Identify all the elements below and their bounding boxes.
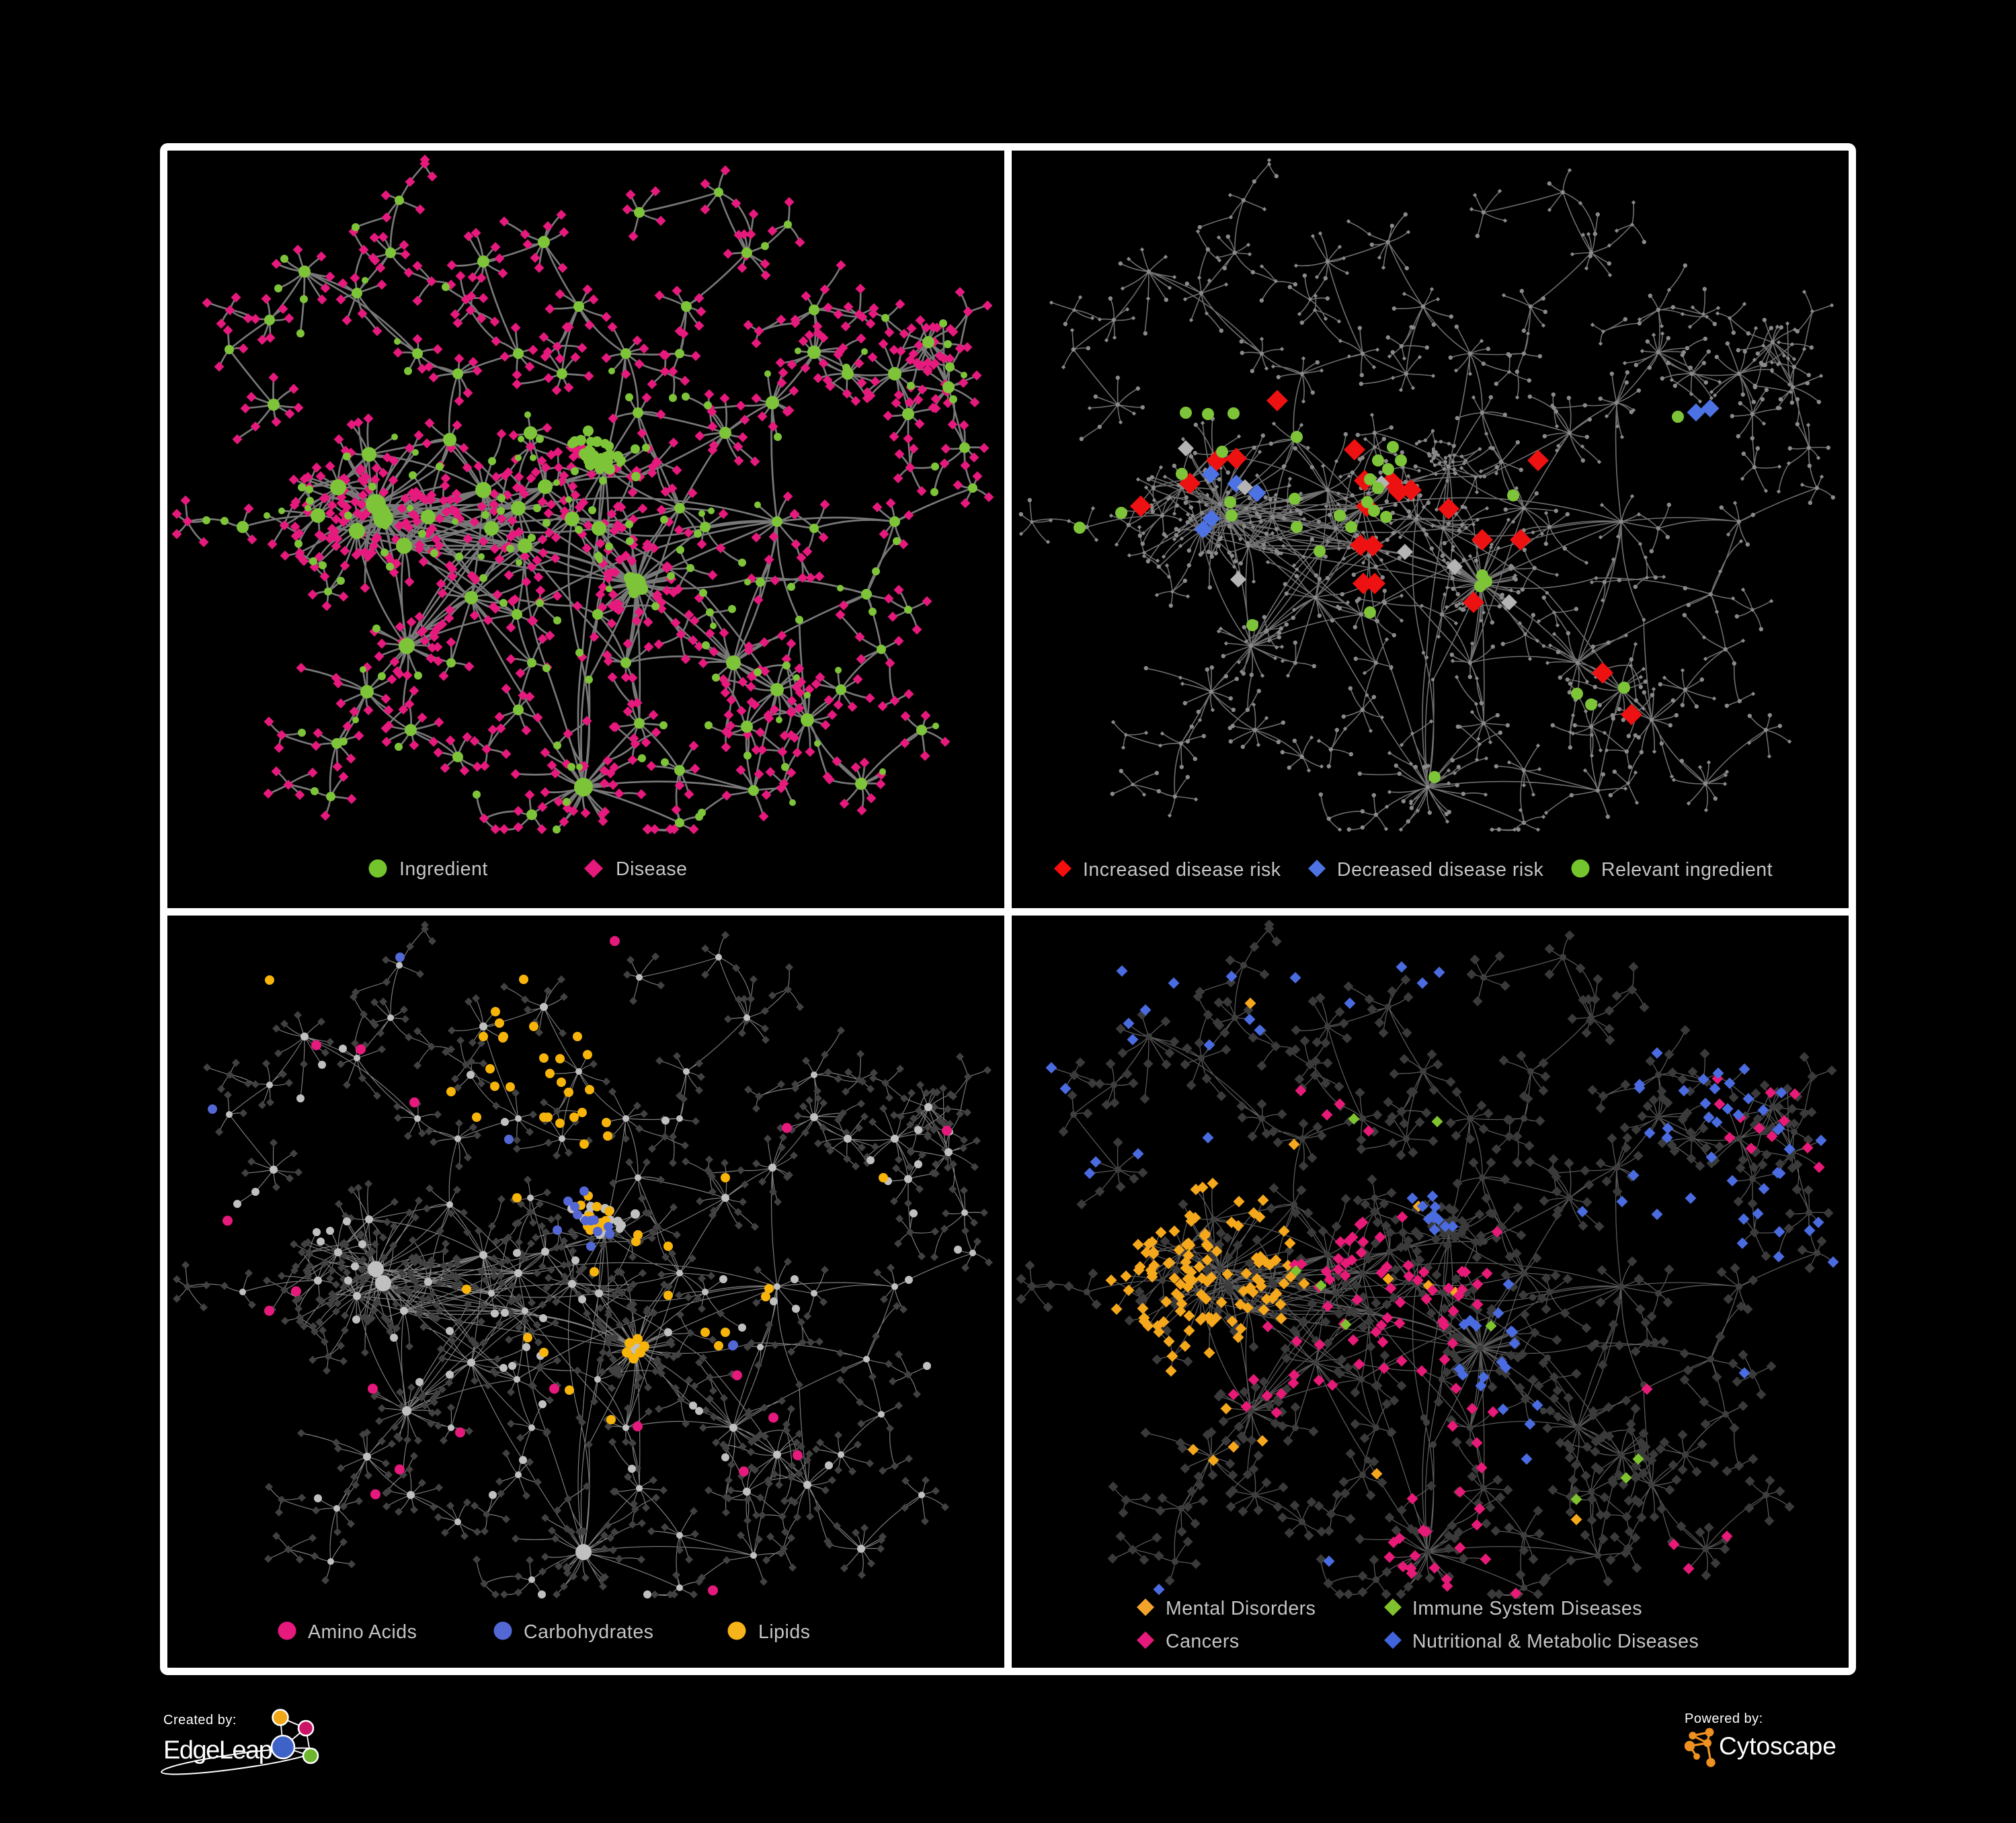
svg-text:Powered by:: Powered by:: [1685, 1711, 1763, 1726]
svg-text:Created by:: Created by:: [163, 1713, 237, 1728]
svg-text:Relevant ingredient: Relevant ingredient: [1601, 859, 1773, 881]
svg-text:Decreased disease risk: Decreased disease risk: [1337, 859, 1543, 881]
svg-text:Carbohydrates: Carbohydrates: [524, 1621, 653, 1643]
svg-text:Disease: Disease: [616, 858, 687, 880]
svg-text:EdgeLeap: EdgeLeap: [163, 1736, 272, 1765]
svg-text:Cytoscape: Cytoscape: [1719, 1732, 1837, 1760]
svg-text:Nutritional & Metabolic Diseas: Nutritional & Metabolic Diseases: [1412, 1631, 1699, 1652]
svg-text:Immune System Diseases: Immune System Diseases: [1412, 1598, 1642, 1619]
svg-text:Mental Disorders: Mental Disorders: [1166, 1598, 1316, 1619]
svg-text:Amino Acids: Amino Acids: [308, 1621, 417, 1643]
svg-text:Lipids: Lipids: [758, 1621, 810, 1643]
svg-text:Cancers: Cancers: [1166, 1631, 1240, 1652]
svg-text:Increased disease risk: Increased disease risk: [1083, 859, 1281, 881]
svg-text:Ingredient: Ingredient: [399, 858, 488, 880]
